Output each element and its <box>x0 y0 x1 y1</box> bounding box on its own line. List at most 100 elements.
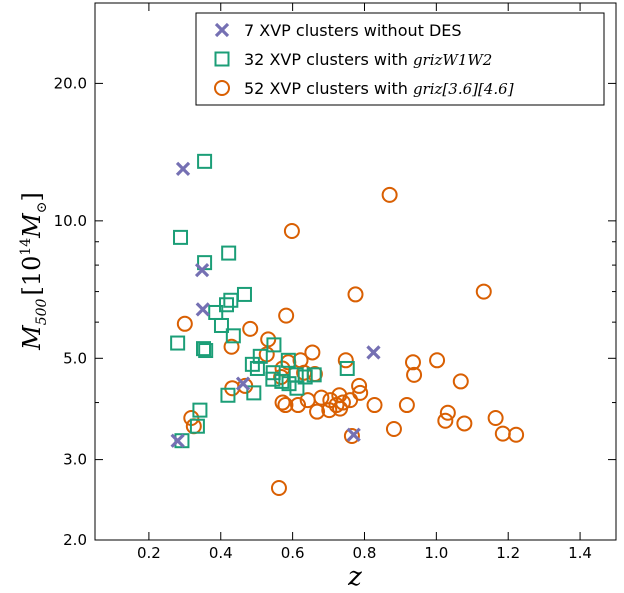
legend-marker-circle <box>214 80 230 96</box>
square-data-point <box>192 402 208 418</box>
x-tick-label: 0.4 <box>209 544 233 562</box>
legend-items: 7 XVP clusters without DES 32 XVP cluster… <box>214 21 514 98</box>
circle-marker-shape <box>475 283 492 300</box>
y-tick-label: 5.0 <box>63 349 87 367</box>
square-marker-shape <box>220 387 236 403</box>
circle-data-point <box>439 404 456 421</box>
circle-data-point <box>343 427 360 444</box>
square-marker-shape <box>225 328 241 344</box>
square-marker-shape <box>236 286 252 302</box>
circle-marker-shape <box>381 186 398 203</box>
circle-marker-shape <box>214 80 230 96</box>
x-axis-label: z <box>347 562 362 592</box>
square-data-point <box>265 371 281 387</box>
square-data-point <box>198 343 214 359</box>
circle-marker-shape <box>223 338 240 355</box>
square-data-point <box>219 297 235 313</box>
x-marker-stroke <box>195 302 210 317</box>
circle-marker-shape <box>274 394 291 411</box>
circle-data-point <box>385 421 402 438</box>
circle-data-point <box>487 410 504 427</box>
legend-label: 7 XVP clusters without DES <box>244 21 462 40</box>
circle-marker-shape <box>176 315 193 332</box>
x-marker-stroke <box>346 427 361 442</box>
circle-data-point <box>437 412 454 429</box>
y-axis-title: M500[1014M⊙] <box>18 192 50 351</box>
y-tick-label: 20.0 <box>54 74 87 92</box>
square-marker-shape <box>219 297 235 313</box>
circle-marker-shape <box>437 412 454 429</box>
circle-marker-shape <box>321 402 338 419</box>
square-marker-shape <box>223 292 239 308</box>
square-data-point <box>236 286 252 302</box>
circle-marker-shape <box>366 397 383 414</box>
circle-data-point <box>366 397 383 414</box>
circle-marker-shape <box>456 415 473 432</box>
square-data-point <box>244 356 260 372</box>
y-tick-label: 10.0 <box>54 212 87 230</box>
square-data-point <box>170 335 186 351</box>
circle-marker-shape <box>332 400 349 417</box>
square-data-point <box>339 360 355 376</box>
y-label-unit: [10 <box>18 256 46 296</box>
square-data-point <box>197 153 213 169</box>
x-data-point <box>366 345 381 360</box>
legend-label-math: grizW1W2 <box>413 51 492 69</box>
square-data-point <box>196 341 212 357</box>
square-marker-shape <box>339 360 355 376</box>
x-data-point <box>235 376 251 391</box>
circle-marker-shape <box>452 373 469 390</box>
x-tick-label: 1.4 <box>568 544 592 562</box>
square-data-point <box>297 369 313 385</box>
square-data-point <box>249 360 265 376</box>
circle-data-point <box>299 392 316 409</box>
circle-marker-shape <box>283 223 300 240</box>
circle-marker-shape <box>290 397 307 414</box>
circle-data-point <box>185 418 202 435</box>
circle-marker-shape <box>404 354 421 371</box>
circle-data-point <box>332 400 349 417</box>
circle-data-point <box>223 338 240 355</box>
legend-marker-x <box>214 22 230 38</box>
legend-label-text: 32 XVP clusters with <box>244 50 413 69</box>
y-label-exp: 14 <box>18 238 34 256</box>
x-data-point <box>175 161 191 176</box>
y-axis-label: M500[1014M⊙] <box>18 192 50 351</box>
square-marker-shape <box>306 367 322 383</box>
square-marker-shape <box>170 335 186 351</box>
y-label-sun: ⊙ <box>34 202 50 214</box>
circle-data-point <box>452 373 469 390</box>
circle-marker-shape <box>487 410 504 427</box>
square-marker-shape <box>197 153 213 169</box>
square-data-point <box>306 367 322 383</box>
circle-data-point <box>456 415 473 432</box>
circle-marker-shape <box>343 427 360 444</box>
circle-marker-shape <box>277 397 294 414</box>
circle-marker-shape <box>347 286 364 303</box>
circle-data-point <box>321 402 338 419</box>
legend-label-math: griz[3.6][4.6] <box>413 80 514 98</box>
square-marker-shape <box>246 385 262 401</box>
square-marker-shape <box>196 341 212 357</box>
circle-data-point <box>494 425 511 442</box>
circle-marker-shape <box>508 426 525 443</box>
square-marker-shape <box>221 245 237 261</box>
circle-marker-shape <box>242 320 259 337</box>
square-marker-shape <box>213 317 229 333</box>
square-data-point <box>223 292 239 308</box>
circle-data-point <box>404 354 421 371</box>
circle-data-point <box>342 392 359 409</box>
circle-marker-shape <box>185 418 202 435</box>
x-marker-stroke <box>366 345 381 360</box>
circle-marker-shape <box>406 366 423 383</box>
x-marker-stroke <box>235 376 251 391</box>
circle-marker-shape <box>309 403 326 420</box>
data-markers <box>170 153 525 496</box>
circle-data-point <box>313 389 330 406</box>
legend-label-text: 7 XVP clusters without DES <box>244 21 462 40</box>
circle-data-point <box>429 352 446 369</box>
circle-data-point <box>270 479 287 496</box>
circle-marker-shape <box>494 425 511 442</box>
square-marker-shape <box>266 337 282 353</box>
